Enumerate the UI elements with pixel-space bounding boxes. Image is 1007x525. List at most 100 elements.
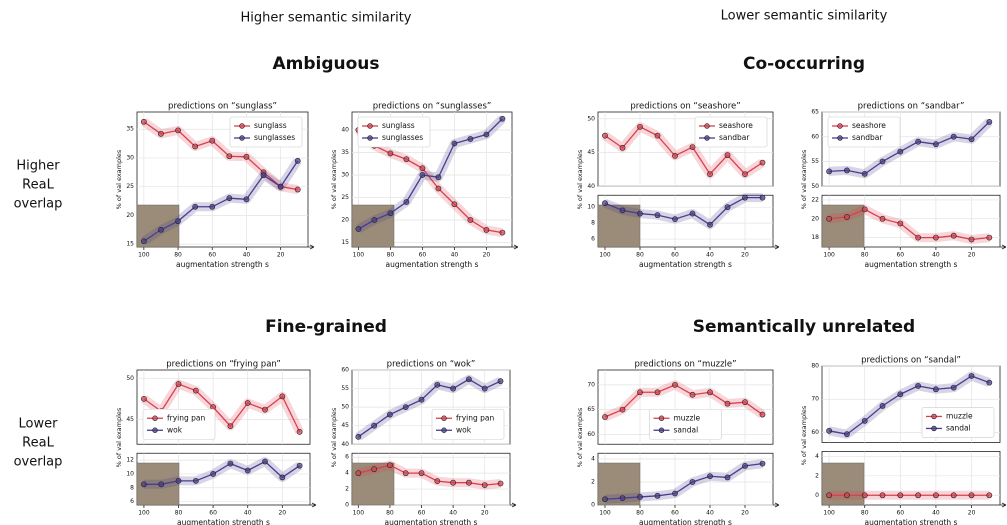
- legend-label: sandal: [674, 425, 699, 434]
- data-point: [880, 403, 885, 408]
- y-tick-label: 20: [341, 217, 349, 224]
- data-point: [262, 459, 267, 464]
- legend-marker: [659, 416, 664, 421]
- data-point: [742, 172, 747, 177]
- legend-marker: [705, 136, 710, 141]
- data-point: [862, 171, 867, 176]
- x-tick-label: 80: [174, 252, 182, 259]
- y-axis-label: % of val examples: [576, 149, 584, 209]
- row-label: Lower: [19, 417, 59, 432]
- axis-arrow: [773, 503, 779, 507]
- data-point: [827, 216, 832, 221]
- data-point: [500, 230, 505, 235]
- data-point: [672, 217, 677, 222]
- data-point: [387, 412, 392, 417]
- x-axis-label: augmentation strength s: [639, 518, 732, 525]
- y-tick-label: 20: [126, 212, 134, 219]
- data-point: [760, 160, 765, 165]
- data-point: [388, 151, 393, 156]
- data-point: [827, 428, 832, 433]
- data-point: [436, 175, 441, 180]
- data-point: [227, 154, 232, 159]
- y-tick-label: 40: [341, 441, 349, 448]
- y-tick-label: 30: [126, 154, 134, 161]
- x-axis-label: augmentation strength s: [177, 518, 270, 525]
- data-point: [987, 119, 992, 124]
- y-tick-label: 40: [341, 127, 349, 134]
- y-tick-label: 80: [811, 363, 819, 370]
- y-tick-label: 25: [126, 183, 134, 190]
- x-tick-label: 60: [671, 510, 679, 517]
- x-tick-label: 80: [387, 252, 395, 259]
- data-point: [951, 493, 956, 498]
- y-tick-label: 10: [126, 470, 134, 477]
- y-tick-label: 60: [587, 431, 595, 438]
- data-point: [245, 468, 250, 473]
- data-point: [844, 168, 849, 173]
- x-tick-label: 100: [599, 510, 611, 517]
- data-point: [725, 475, 730, 480]
- y-tick-label: 65: [587, 406, 595, 413]
- x-tick-label: 80: [861, 510, 869, 517]
- x-tick-label: 60: [671, 252, 679, 259]
- legend-marker: [442, 428, 447, 433]
- y-tick-label: 25: [341, 194, 349, 201]
- data-point: [500, 116, 505, 121]
- data-point: [898, 149, 903, 154]
- data-point: [742, 400, 747, 405]
- y-tick-label: 4: [815, 453, 819, 460]
- data-point: [404, 199, 409, 204]
- data-point: [898, 221, 903, 226]
- data-point: [602, 414, 607, 419]
- y-tick-label: 65: [811, 109, 819, 116]
- data-point: [175, 219, 180, 224]
- y-tick-label: 60: [811, 133, 819, 140]
- data-point: [297, 463, 302, 468]
- y-tick-label: 60: [811, 429, 819, 436]
- data-point: [245, 400, 250, 405]
- data-point: [482, 482, 487, 487]
- data-point: [707, 390, 712, 395]
- data-point: [844, 214, 849, 219]
- data-point: [468, 217, 473, 222]
- y-tick-label: 2: [815, 472, 819, 479]
- x-tick-label: 40: [449, 510, 457, 517]
- chart-title: predictions on “sunglass”: [168, 102, 277, 112]
- data-point: [244, 197, 249, 202]
- data-point: [707, 474, 712, 479]
- legend-label: seashore: [852, 121, 886, 130]
- column-heading: Lower semantic similarity: [721, 9, 888, 24]
- chart-title: predictions on “muzzle”: [634, 360, 736, 370]
- x-axis-label: augmentation strength s: [865, 260, 958, 269]
- data-point: [404, 157, 409, 162]
- data-point: [880, 159, 885, 164]
- axis-arrow: [773, 245, 779, 249]
- y-tick-label: 35: [126, 126, 134, 133]
- data-point: [951, 233, 956, 238]
- y-tick-label: 50: [587, 115, 595, 122]
- x-tick-label: 100: [599, 252, 611, 259]
- y-tick-label: 0: [345, 502, 349, 509]
- legend-label: muzzle: [674, 413, 701, 422]
- y-tick-label: 4: [591, 456, 595, 463]
- data-point: [435, 479, 440, 484]
- x-tick-label: 20: [968, 252, 976, 259]
- data-point: [210, 138, 215, 143]
- y-tick-label: 30: [341, 172, 349, 179]
- x-tick-label: 40: [932, 510, 940, 517]
- y-axis-label: % of val examples: [800, 405, 808, 465]
- data-point: [210, 204, 215, 209]
- axis-arrow: [1000, 245, 1006, 249]
- data-point: [280, 394, 285, 399]
- data-point: [725, 401, 730, 406]
- data-point: [707, 172, 712, 177]
- data-point: [880, 493, 885, 498]
- x-tick-label: 80: [861, 252, 869, 259]
- y-tick-label: 0: [591, 502, 595, 509]
- data-point: [898, 392, 903, 397]
- data-point: [211, 405, 216, 410]
- legend-label: sandbar: [719, 133, 750, 142]
- y-tick-label: 60: [341, 367, 349, 374]
- row-label: overlap: [14, 455, 63, 470]
- data-point: [158, 227, 163, 232]
